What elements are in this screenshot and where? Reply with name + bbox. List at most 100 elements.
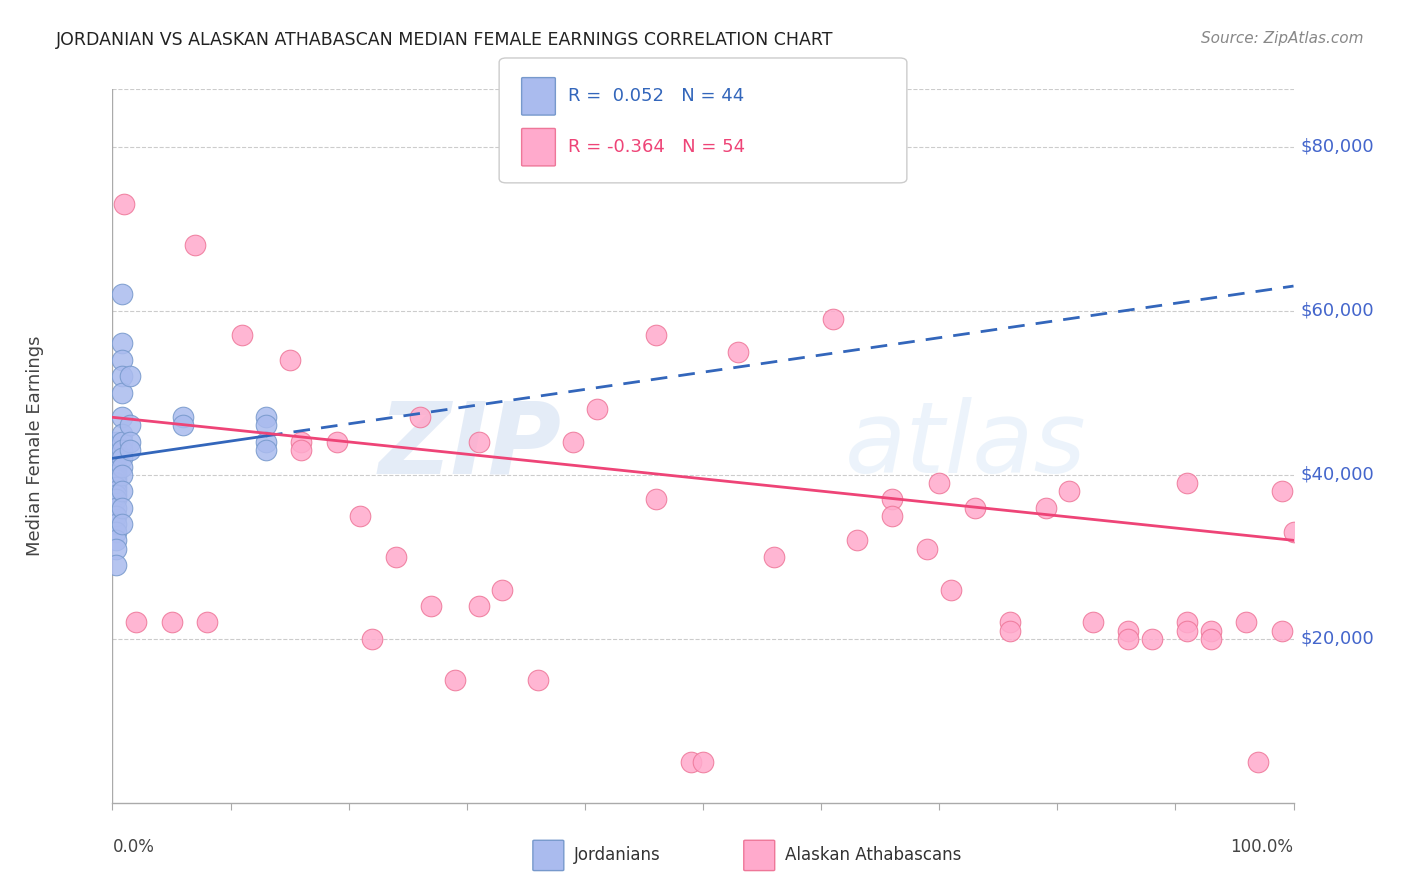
Point <box>254 410 277 425</box>
Text: $20,000: $20,000 <box>1301 630 1374 648</box>
Point <box>111 459 134 474</box>
Point <box>105 459 128 474</box>
Text: Alaskan Athabascans: Alaskan Athabascans <box>785 847 960 864</box>
Text: $60,000: $60,000 <box>1301 301 1374 319</box>
Point <box>105 484 128 499</box>
Point <box>120 443 142 458</box>
Point <box>111 516 134 531</box>
Point <box>125 615 148 630</box>
Point <box>1175 624 1198 638</box>
Point <box>160 615 183 630</box>
Point <box>105 533 128 548</box>
Point <box>111 451 134 466</box>
Point <box>1116 624 1139 638</box>
Point <box>105 464 128 478</box>
Text: Median Female Earnings: Median Female Earnings <box>27 335 44 557</box>
Text: 0.0%: 0.0% <box>112 838 155 856</box>
Point <box>1057 484 1080 499</box>
Point <box>195 615 218 630</box>
Point <box>1234 615 1257 630</box>
Point <box>111 500 134 515</box>
Point <box>762 549 785 564</box>
Point <box>917 541 939 556</box>
Point <box>290 434 312 449</box>
Text: Source: ZipAtlas.com: Source: ZipAtlas.com <box>1201 31 1364 46</box>
Point <box>172 410 194 425</box>
Point <box>105 516 128 531</box>
Point <box>681 755 703 769</box>
Point <box>692 755 714 769</box>
Text: atlas: atlas <box>845 398 1087 494</box>
Point <box>111 410 134 425</box>
Point <box>111 352 134 367</box>
Point <box>111 426 134 441</box>
Point <box>326 434 349 449</box>
Point <box>1035 500 1057 515</box>
Point <box>928 475 950 490</box>
Point <box>385 549 408 564</box>
Text: $40,000: $40,000 <box>1301 466 1374 483</box>
Point <box>1199 624 1222 638</box>
Point <box>1199 632 1222 646</box>
Point <box>105 475 128 490</box>
Point <box>361 632 384 646</box>
Text: R = -0.364   N = 54: R = -0.364 N = 54 <box>568 138 745 156</box>
Point <box>231 328 253 343</box>
Point <box>349 508 371 523</box>
Point <box>1175 475 1198 490</box>
Point <box>111 434 134 449</box>
Point <box>1271 484 1294 499</box>
Point <box>644 328 666 343</box>
Point <box>467 434 489 449</box>
Text: 100.0%: 100.0% <box>1230 838 1294 856</box>
Point <box>1282 525 1305 540</box>
Point <box>105 492 128 507</box>
Point <box>112 197 135 211</box>
Point <box>105 467 128 482</box>
Point <box>120 369 142 384</box>
Point <box>408 410 430 425</box>
Point <box>120 418 142 433</box>
Point <box>254 418 277 433</box>
Point <box>585 402 607 417</box>
Point <box>1247 755 1270 769</box>
Text: JORDANIAN VS ALASKAN ATHABASCAN MEDIAN FEMALE EARNINGS CORRELATION CHART: JORDANIAN VS ALASKAN ATHABASCAN MEDIAN F… <box>56 31 834 49</box>
Point <box>821 311 844 326</box>
Point <box>998 624 1021 638</box>
Point <box>105 443 128 458</box>
Point <box>526 673 548 687</box>
Point <box>278 352 301 367</box>
Point <box>1271 624 1294 638</box>
Point <box>111 443 134 458</box>
Point <box>105 541 128 556</box>
Point <box>880 508 903 523</box>
Point <box>105 472 128 486</box>
Point <box>111 369 134 384</box>
Point <box>644 492 666 507</box>
Point <box>420 599 443 613</box>
Point <box>845 533 868 548</box>
Point <box>105 508 128 523</box>
Point <box>105 500 128 515</box>
Point <box>491 582 513 597</box>
Point <box>184 238 207 252</box>
Text: $80,000: $80,000 <box>1301 137 1374 155</box>
Point <box>998 615 1021 630</box>
Point <box>111 287 134 301</box>
Point <box>1140 632 1163 646</box>
Point <box>1116 632 1139 646</box>
Point <box>111 484 134 499</box>
Text: R =  0.052   N = 44: R = 0.052 N = 44 <box>568 87 744 105</box>
Point <box>963 500 986 515</box>
Point <box>105 488 128 502</box>
Point <box>105 480 128 494</box>
Point <box>105 451 128 466</box>
Point <box>290 443 312 458</box>
Point <box>254 443 277 458</box>
Point <box>120 434 142 449</box>
Text: Jordanians: Jordanians <box>574 847 661 864</box>
Point <box>880 492 903 507</box>
Point <box>105 525 128 540</box>
Point <box>1175 615 1198 630</box>
Point <box>444 673 467 687</box>
